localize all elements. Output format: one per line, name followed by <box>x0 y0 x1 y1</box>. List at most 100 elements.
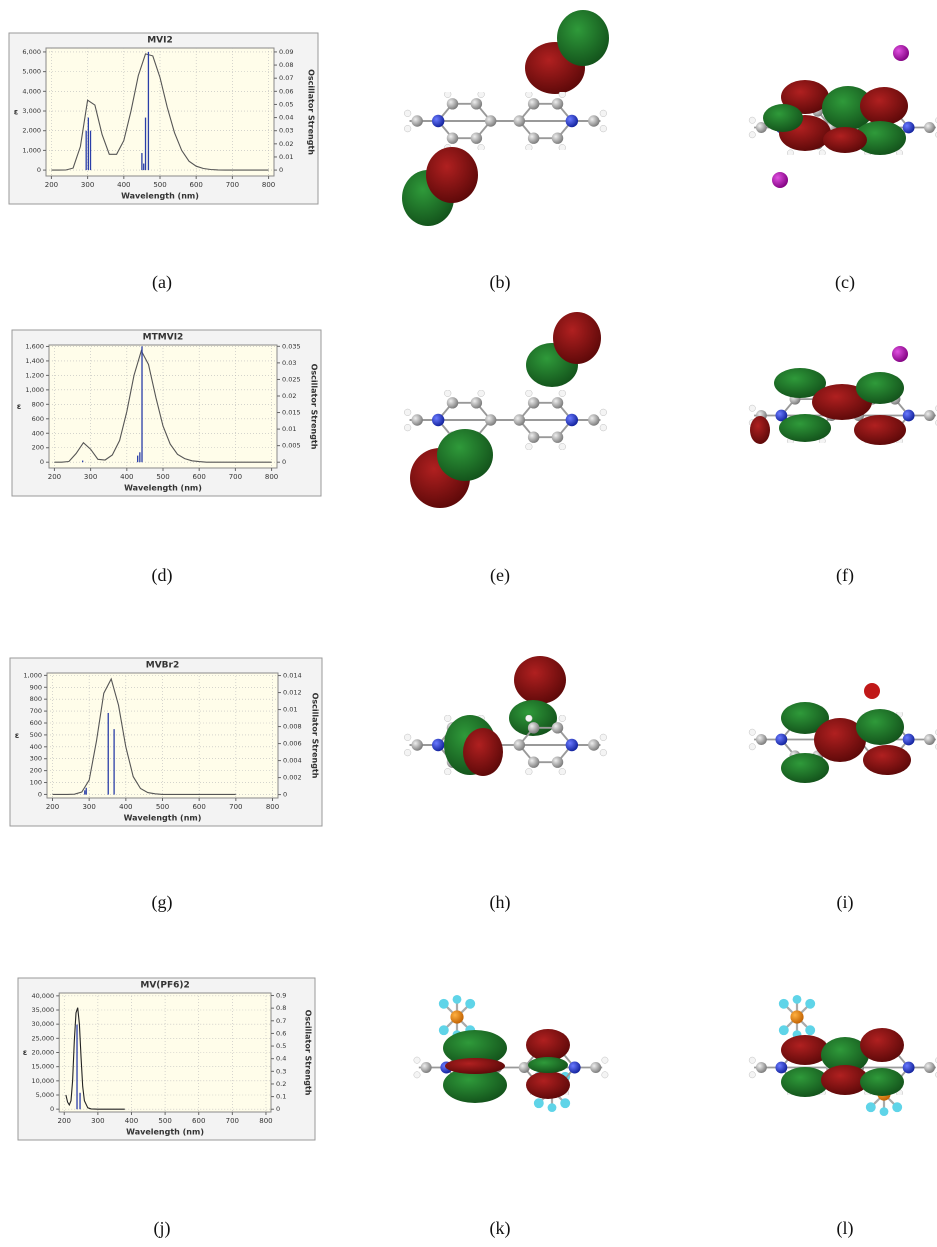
x-tick-label: 500 <box>158 1117 171 1125</box>
lobe <box>860 1028 904 1062</box>
y-tick-label: 400 <box>30 743 42 751</box>
lobe <box>854 415 906 445</box>
y-tick-label: 700 <box>30 707 42 715</box>
y2-tick-label: 0.025 <box>282 375 301 383</box>
y-tick-label: 400 <box>32 429 44 437</box>
y-tick-label: 900 <box>30 683 42 691</box>
y2-tick-label: 0.03 <box>282 359 296 367</box>
lobe <box>856 709 904 745</box>
orbital-h <box>404 656 606 776</box>
panel-caption: (g) <box>152 892 173 913</box>
y2-tick-label: 0.002 <box>283 774 302 782</box>
lobe <box>750 416 770 444</box>
y2-tick-label: 0.04 <box>279 114 293 122</box>
lobe <box>763 104 803 132</box>
y-tick-label: 1,400 <box>25 357 44 365</box>
x-axis-label: Wavelength (nm) <box>124 814 202 823</box>
y2-tick-label: 0.8 <box>276 1004 286 1012</box>
lobe <box>553 312 601 364</box>
y-tick-label: 1,600 <box>25 342 44 350</box>
y2-tick-label: 0.015 <box>282 409 301 417</box>
y2-tick-label: 0.05 <box>279 100 293 108</box>
y-tick-label: 30,000 <box>31 1020 54 1028</box>
panel-caption: (i) <box>837 892 854 913</box>
lobe <box>528 1057 568 1073</box>
y-tick-label: 100 <box>30 779 42 787</box>
lobe <box>514 656 566 704</box>
panel-caption: (e) <box>490 565 510 586</box>
y-tick-label: 1,200 <box>25 371 44 379</box>
y2-tick-label: 0.005 <box>282 442 301 450</box>
y2-tick-label: 0.08 <box>279 61 293 69</box>
y2-tick-label: 0.7 <box>276 1017 286 1025</box>
chart-title: MTMVI2 <box>143 333 184 343</box>
chart-title: MVI2 <box>147 36 173 46</box>
orbital-l <box>749 995 937 1116</box>
lobe <box>437 429 493 481</box>
y2-tick-label: 0 <box>283 791 287 799</box>
x-tick-label: 600 <box>192 803 205 811</box>
y-tick-label: 20,000 <box>31 1049 54 1057</box>
x-tick-label: 800 <box>266 803 279 811</box>
y2-tick-label: 0.01 <box>279 153 293 161</box>
lobe <box>426 147 478 203</box>
y-axis-label: ε <box>15 731 19 740</box>
y2-tick-label: 0.03 <box>279 127 293 135</box>
panel-caption: (j) <box>154 1218 171 1239</box>
y2-tick-label: 0 <box>276 1105 280 1113</box>
y2-tick-label: 0.4 <box>276 1055 286 1063</box>
lobe <box>463 728 503 776</box>
y2-tick-label: 0.6 <box>276 1029 286 1037</box>
y-tick-label: 600 <box>32 415 44 423</box>
x-tick-label: 700 <box>226 181 239 189</box>
y2-tick-label: 0.1 <box>276 1093 286 1101</box>
y2-tick-label: 0.09 <box>279 48 293 56</box>
atom <box>864 683 880 699</box>
y-tick-label: 800 <box>30 695 42 703</box>
lobe <box>445 1058 505 1074</box>
x-tick-label: 200 <box>58 1117 71 1125</box>
charts: MVI2 Wavelength (nm) ε Oscillator Strength 2… <box>9 33 322 1140</box>
y-axis-label: ε <box>17 402 21 411</box>
y2-tick-label: 0.2 <box>276 1080 286 1088</box>
y-tick-label: 6,000 <box>22 48 41 56</box>
y-tick-label: 0 <box>37 166 41 174</box>
orbital-b <box>402 10 609 226</box>
lobe <box>856 372 904 404</box>
y2-tick-label: 0.035 <box>282 342 301 350</box>
y-tick-label: 5,000 <box>22 68 41 76</box>
panel-caption: (f) <box>836 565 854 586</box>
y2-tick-label: 0.07 <box>279 74 293 82</box>
chart-title: MV(PF6)2 <box>140 981 189 991</box>
y2-axis-label: Oscillator Strength <box>304 1010 313 1096</box>
y-tick-label: 200 <box>32 444 44 452</box>
lobe <box>781 753 829 783</box>
x-axis-label: Wavelength (nm) <box>124 484 202 493</box>
lobe <box>557 10 609 66</box>
x-tick-label: 700 <box>229 803 242 811</box>
y-tick-label: 600 <box>30 719 42 727</box>
panel-caption: (c) <box>835 272 855 293</box>
y2-tick-label: 0.008 <box>283 723 302 731</box>
atom <box>772 172 788 188</box>
panel-caption: (b) <box>490 272 511 293</box>
lobe <box>863 745 911 775</box>
lobe <box>526 1071 570 1099</box>
panel-caption: (d) <box>152 565 173 586</box>
orbital-i <box>749 683 937 783</box>
y2-axis-label: Oscillator Strength <box>311 693 320 779</box>
y2-tick-label: 0 <box>282 458 286 466</box>
panel-caption: (k) <box>490 1218 511 1239</box>
y-tick-label: 3,000 <box>22 107 41 115</box>
lobe <box>526 1029 570 1061</box>
x-tick-label: 500 <box>153 181 166 189</box>
panel-caption: (a) <box>152 272 172 293</box>
y-tick-label: 500 <box>30 731 42 739</box>
x-tick-label: 400 <box>119 803 132 811</box>
x-tick-label: 300 <box>84 473 97 481</box>
molecule <box>414 1039 608 1097</box>
y-tick-label: 2,000 <box>22 127 41 135</box>
